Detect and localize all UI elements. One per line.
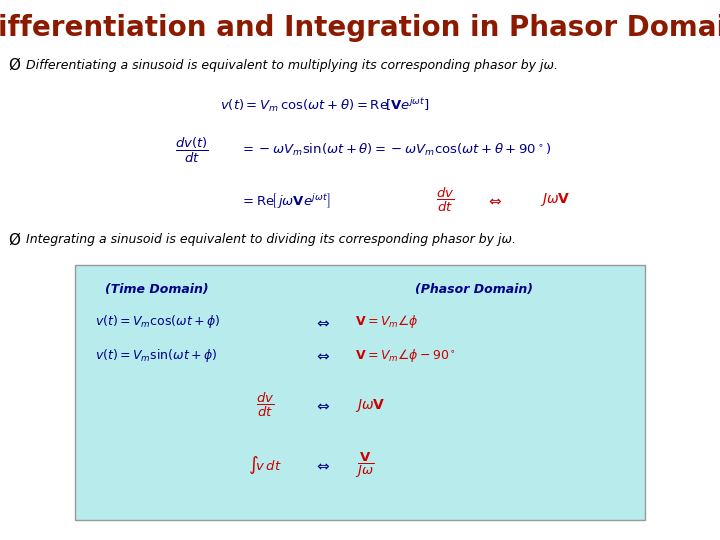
Text: $\dfrac{dv(t)}{dt}$: $\dfrac{dv(t)}{dt}$ bbox=[175, 136, 209, 165]
Text: (Time Domain): (Time Domain) bbox=[105, 284, 209, 296]
FancyBboxPatch shape bbox=[75, 265, 645, 520]
Text: $\dfrac{dv}{dt}$: $\dfrac{dv}{dt}$ bbox=[436, 186, 454, 214]
Text: $\Leftrightarrow$: $\Leftrightarrow$ bbox=[315, 397, 331, 413]
Text: Integrating a sinusoid is equivalent to dividing its corresponding phasor by jω.: Integrating a sinusoid is equivalent to … bbox=[26, 233, 516, 246]
Text: $v(t) = V_m\sin(\omega t+\phi)$: $v(t) = V_m\sin(\omega t+\phi)$ bbox=[95, 347, 217, 363]
Text: $J\omega\mathbf{V}$: $J\omega\mathbf{V}$ bbox=[540, 192, 571, 208]
Text: $\int\!v\,dt$: $\int\!v\,dt$ bbox=[248, 454, 282, 476]
Text: $= \mathrm{Re}\!\left[\,j\omega\mathbf{V}e^{j\omega t}\right]$: $= \mathrm{Re}\!\left[\,j\omega\mathbf{V… bbox=[240, 191, 330, 210]
Text: $\mathbf{V} = V_m\angle\phi - 90^\circ$: $\mathbf{V} = V_m\angle\phi - 90^\circ$ bbox=[355, 347, 456, 363]
Text: $\Leftrightarrow$: $\Leftrightarrow$ bbox=[487, 192, 503, 207]
Text: Ø: Ø bbox=[8, 233, 20, 247]
Text: $\dfrac{\mathbf{V}}{J\omega}$: $\dfrac{\mathbf{V}}{J\omega}$ bbox=[355, 450, 374, 480]
Text: (Phasor Domain): (Phasor Domain) bbox=[415, 284, 533, 296]
Text: $\Leftrightarrow$: $\Leftrightarrow$ bbox=[315, 314, 331, 329]
Text: $v(t) = V_m\,\cos(\omega t+\theta) = \mathrm{Re}\!\left[\mathbf{V}e^{j\omega t}\: $v(t) = V_m\,\cos(\omega t+\theta) = \ma… bbox=[220, 96, 430, 114]
Text: $\mathbf{V} = V_m\angle\phi$: $\mathbf{V} = V_m\angle\phi$ bbox=[355, 314, 418, 330]
Text: $\Leftrightarrow$: $\Leftrightarrow$ bbox=[315, 457, 331, 472]
Text: $v(t) = V_m\cos(\omega t+\phi)$: $v(t) = V_m\cos(\omega t+\phi)$ bbox=[95, 314, 220, 330]
Text: Differentiating a sinusoid is equivalent to multiplying its corresponding phasor: Differentiating a sinusoid is equivalent… bbox=[26, 58, 558, 71]
Text: Ø: Ø bbox=[8, 57, 20, 72]
Text: $J\omega\mathbf{V}$: $J\omega\mathbf{V}$ bbox=[355, 396, 386, 414]
Text: $\Leftrightarrow$: $\Leftrightarrow$ bbox=[315, 348, 331, 362]
Text: Differentiation and Integration in Phasor Domain: Differentiation and Integration in Phaso… bbox=[0, 14, 720, 42]
Text: $= -\omega V_m\sin(\omega t+\theta) = -\omega V_m\cos(\omega t+\theta+90^\circ)$: $= -\omega V_m\sin(\omega t+\theta) = -\… bbox=[240, 142, 552, 158]
Text: $\dfrac{dv}{dt}$: $\dfrac{dv}{dt}$ bbox=[256, 391, 274, 419]
